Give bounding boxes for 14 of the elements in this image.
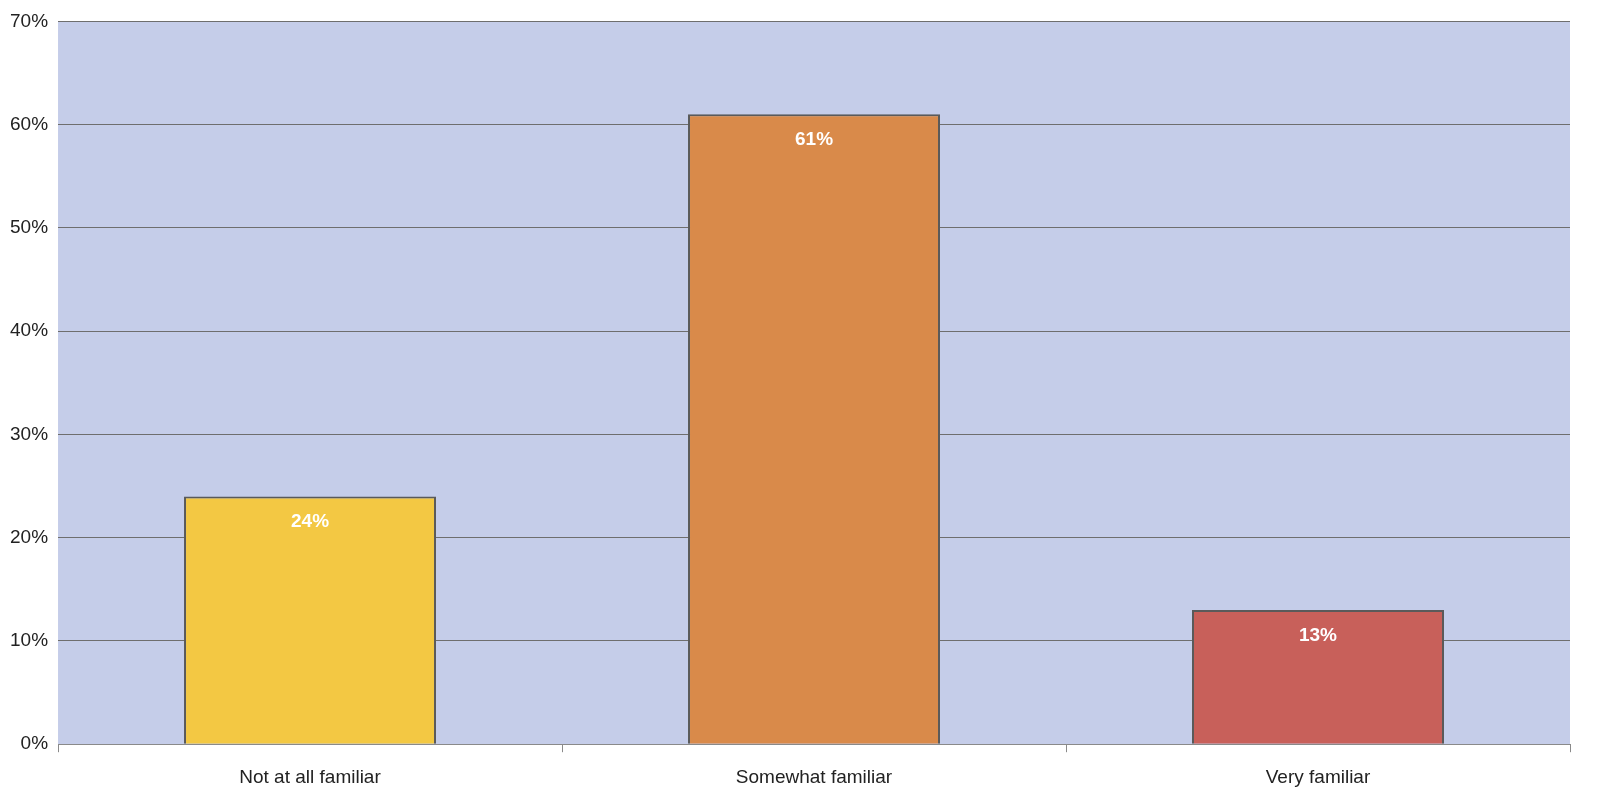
x-tick-label: Very familiar	[1265, 765, 1371, 787]
data-label: 24%	[291, 510, 330, 532]
y-tick-label: 10%	[10, 629, 49, 651]
data-label: 61%	[795, 128, 834, 150]
y-tick-label: 70%	[10, 9, 49, 31]
y-tick-label: 30%	[10, 422, 49, 444]
y-tick-label: 50%	[10, 216, 49, 238]
x-tick-label: Somewhat familiar	[735, 765, 893, 787]
y-tick-label: 60%	[10, 112, 49, 134]
y-tick-label: 0%	[20, 732, 49, 754]
y-tick-label: 20%	[10, 525, 49, 547]
x-tick-label: Not at all familiar	[239, 765, 382, 787]
data-label: 13%	[1298, 623, 1338, 645]
y-tick-label: 40%	[10, 319, 49, 341]
